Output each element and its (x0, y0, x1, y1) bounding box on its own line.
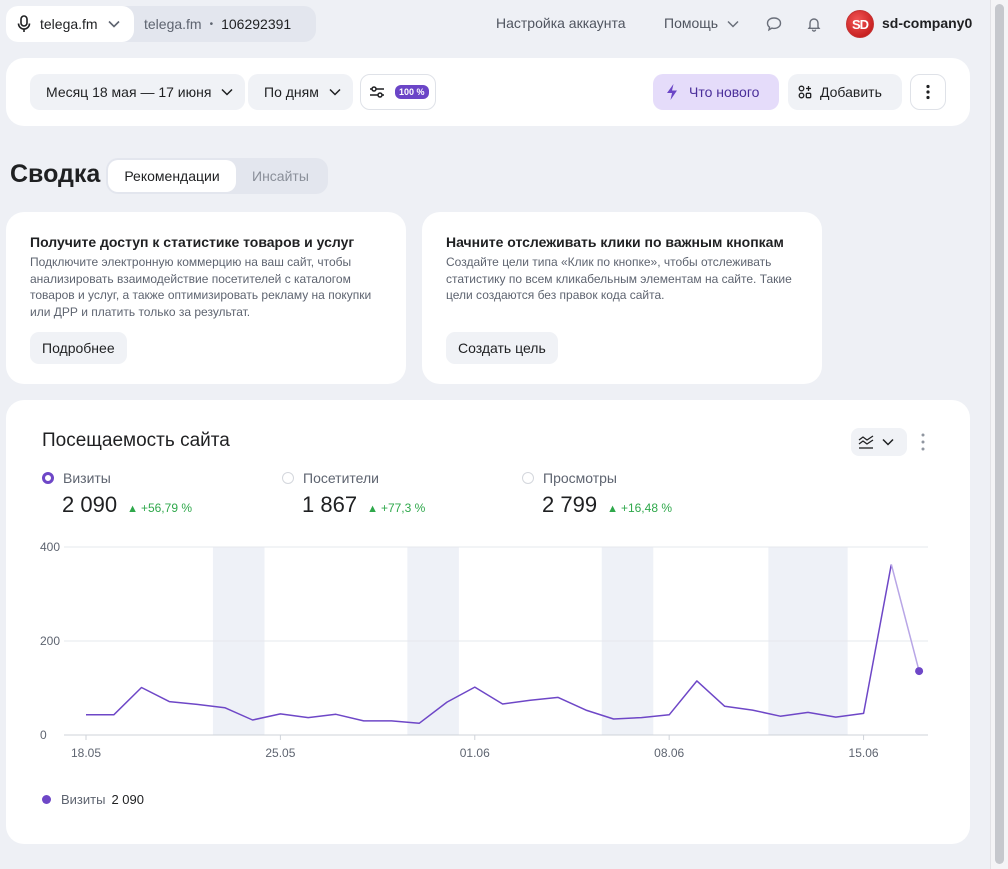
metric-delta-value: +16,48 % (620, 501, 672, 515)
create-goal-button[interactable]: Создать цель (446, 332, 558, 364)
sliders-icon (370, 86, 384, 98)
card-text: Создайте цели типа «Клик по кнопке», что… (446, 255, 792, 302)
counter-site: telega.fm (144, 16, 202, 32)
add-label: Добавить (820, 84, 882, 100)
account-settings-link[interactable]: Настройка аккаунта (496, 15, 626, 31)
sampling-filter-button[interactable]: 100 % (360, 74, 436, 110)
chevron-down-icon (329, 88, 341, 96)
recommendation-card-ecommerce: Получите доступ к статистике товаров и у… (6, 212, 406, 384)
legend-series-value: 2 090 (111, 792, 144, 807)
chart-type-selector[interactable] (851, 428, 907, 456)
series-line-visits (86, 564, 893, 725)
filter-panel: Месяц 18 мая — 17 июня По дням 100 % Что… (6, 58, 970, 126)
metric-visitors[interactable]: Посетители 1 867 ▲ +77,3 % (282, 470, 425, 518)
chat-button[interactable] (764, 14, 784, 34)
metric-delta-value: +77,3 % (380, 501, 426, 515)
more-options-button[interactable] (910, 74, 946, 110)
metric-delta: ▲ +56,79 % (127, 501, 192, 515)
x-tick-label: 01.06 (460, 746, 490, 760)
card-title: Получите доступ к статистике товаров и у… (30, 234, 355, 250)
series-line-partial (890, 564, 920, 672)
widget-title: Посещаемость сайта (42, 430, 230, 451)
widgets-icon (798, 85, 812, 99)
arrow-up-icon: ▲ (127, 503, 138, 515)
counter-selector[interactable]: telega.fm telega.fm • 106292391 (6, 6, 316, 42)
metric-name: Визиты (63, 470, 111, 486)
tab-insights[interactable]: Инсайты (252, 168, 309, 184)
grouping-label: По дням (264, 84, 319, 100)
recommendation-card-clicks: Начните отслеживать клики по важным кноп… (422, 212, 822, 384)
chevron-down-icon (882, 438, 894, 446)
x-tick-label: 25.05 (265, 746, 295, 760)
y-tick-label: 0 (40, 728, 47, 742)
x-tick-label: 18.05 (71, 746, 101, 760)
period-selector[interactable]: Месяц 18 мая — 17 июня (30, 74, 246, 110)
x-tick-label: 15.06 (849, 746, 879, 760)
page-scrollbar[interactable] (990, 0, 1008, 869)
username[interactable]: sd-company0 (882, 15, 973, 31)
tab-recommendations[interactable]: Рекомендации (108, 160, 236, 192)
grouping-selector[interactable]: По дням (248, 74, 353, 110)
chart-legend: Визиты 2 090 (42, 792, 144, 807)
y-tick-label: 200 (40, 634, 60, 648)
card-text: Подключите электронную коммерцию на ваш … (30, 255, 372, 319)
site-name: telega.fm (40, 16, 98, 32)
chevron-down-icon (221, 88, 233, 96)
learn-more-button[interactable]: Подробнее (30, 332, 127, 364)
add-button[interactable]: Добавить (788, 74, 902, 110)
card-title: Начните отслеживать клики по важным кноп… (446, 234, 784, 250)
widget-menu-icon[interactable] (918, 432, 928, 452)
series-last-point (915, 667, 924, 676)
metric-radio[interactable] (522, 472, 534, 484)
legend-dot (42, 795, 51, 804)
microphone-icon (17, 15, 31, 32)
metric-value: 2 799 (542, 492, 598, 517)
visits-line-chart[interactable]: 0 200 400 18.05 25.05 01.06 08.06 15.06 (6, 400, 970, 780)
legend-series-name: Визиты (61, 792, 106, 807)
help-menu[interactable]: Помощь (664, 15, 719, 31)
scrollbar-thumb[interactable] (995, 4, 1004, 864)
metric-visits[interactable]: Визиты 2 090 ▲ +56,79 % (42, 470, 192, 518)
metric-radio[interactable] (42, 472, 54, 484)
summary-tabs: Рекомендации Инсайты (106, 158, 328, 194)
metric-name: Посетители (303, 470, 379, 486)
metric-radio[interactable] (282, 472, 294, 484)
area-chart-icon (858, 435, 874, 449)
avatar[interactable]: SD (846, 10, 874, 38)
metric-pageviews[interactable]: Просмотры 2 799 ▲ +16,48 % (522, 470, 672, 518)
metric-delta: ▲ +16,48 % (607, 501, 672, 515)
whats-new-button[interactable]: Что нового (653, 74, 779, 110)
notifications-button[interactable] (804, 14, 824, 34)
arrow-up-icon: ▲ (607, 503, 618, 515)
metric-value: 2 090 (62, 492, 118, 517)
period-label: Месяц 18 мая — 17 июня (46, 84, 212, 100)
metric-value: 1 867 (302, 492, 358, 517)
metric-delta-value: +56,79 % (140, 501, 192, 515)
vertical-dots-icon (926, 84, 930, 100)
metric-name: Просмотры (543, 470, 617, 486)
top-bar: telega.fm telega.fm • 106292391 Настройк… (0, 0, 990, 48)
chevron-down-icon (727, 20, 739, 28)
chevron-down-icon (108, 20, 120, 28)
whats-new-label: Что нового (689, 84, 760, 100)
counter-info: telega.fm • 106292391 (144, 6, 291, 42)
counter-separator: • (209, 18, 214, 30)
chat-bubble-icon (766, 17, 782, 32)
y-tick-label: 400 (40, 540, 60, 554)
lightning-icon (667, 84, 677, 100)
metric-delta: ▲ +77,3 % (367, 501, 425, 515)
traffic-widget: Посещаемость сайта Визиты 2 090 ▲ +56,79 %… (6, 400, 970, 844)
site-selector[interactable]: telega.fm (6, 6, 134, 42)
arrow-up-icon: ▲ (367, 503, 378, 515)
page-title: Сводка (10, 160, 101, 188)
x-tick-label: 08.06 (654, 746, 684, 760)
bell-icon (807, 18, 821, 32)
counter-id: 106292391 (221, 16, 292, 32)
sampling-badge: 100 % (395, 85, 429, 99)
